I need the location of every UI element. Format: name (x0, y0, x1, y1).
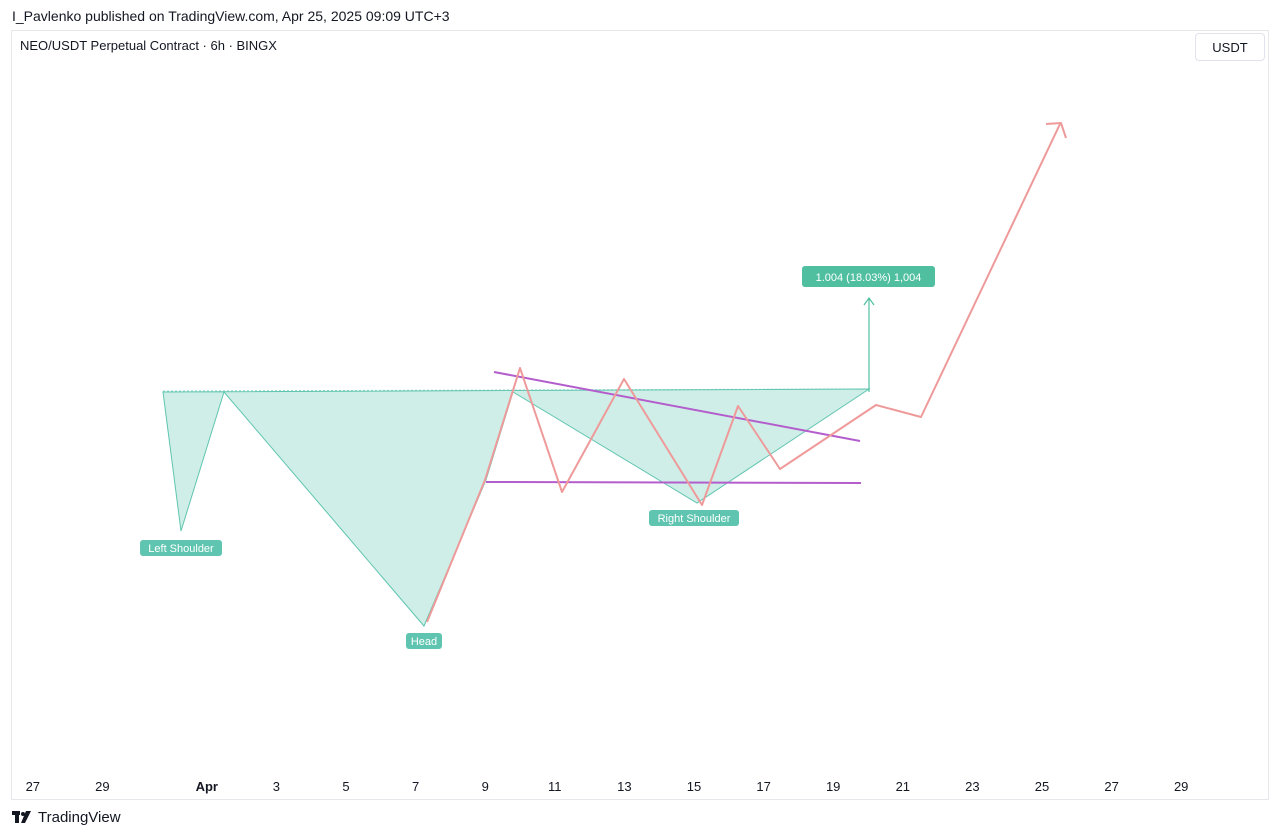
descending-trendline (493, 371, 861, 442)
x-tick-label: 15 (687, 779, 701, 794)
tradingview-logo-icon (12, 810, 31, 823)
measure-label-bg (802, 266, 935, 287)
overlay-layer: 1.004 (18.03%) 1,004 Left Shoulder Head Rig… (140, 122, 1067, 649)
footer: TradingView (12, 809, 121, 826)
projected-arrow-head (1045, 122, 1067, 139)
pattern-label: Right Shoulder (658, 513, 731, 525)
publish-info: I_Pavlenko published on TradingView.com,… (12, 8, 450, 24)
x-axis[interactable]: 27 29 Apr 3 5 7 9 11 13 15 17 19 21 23 25 27 29 (26, 779, 1189, 794)
x-tick-label: 11 (548, 779, 562, 794)
x-tick-label: 25 (1035, 779, 1049, 794)
x-tick-label: 5 (342, 779, 349, 794)
symbol-title: NEO/USDT Perpetual Contract · 6h · BINGX (20, 38, 277, 53)
x-tick-label: 23 (965, 779, 979, 794)
x-tick-label: 13 (617, 779, 631, 794)
pattern-label-bg (649, 510, 739, 526)
x-tick-label: 7 (412, 779, 419, 794)
x-tick-label: 21 (896, 779, 910, 794)
x-tick-label: Apr (196, 779, 218, 794)
tradingview-brand: TradingView (38, 809, 121, 826)
pattern-label: Left Shoulder (148, 543, 214, 555)
x-tick-label: 17 (756, 779, 770, 794)
pattern-label-bg (140, 540, 222, 556)
x-tick-label: 3 (273, 779, 280, 794)
pattern-label: Head (411, 636, 437, 648)
x-tick-label: 29 (1174, 779, 1188, 794)
x-tick-label: 9 (482, 779, 489, 794)
pattern-label-bg (406, 633, 442, 649)
measure-label: 1.004 (18.03%) 1,004 (816, 272, 922, 284)
x-tick-label: 27 (1104, 779, 1118, 794)
measure-arrow-icon (863, 296, 875, 306)
neckline (162, 388, 870, 392)
chart-frame (11, 30, 1269, 800)
x-tick-label: 29 (95, 779, 109, 794)
projected-path (426, 123, 1061, 623)
x-tick-label: 27 (26, 779, 40, 794)
pattern-area (162, 388, 871, 627)
pattern-layer (162, 388, 871, 627)
x-tick-label: 19 (826, 779, 840, 794)
currency-button[interactable]: USDT (1195, 33, 1265, 61)
horizontal-trendline (485, 481, 862, 484)
